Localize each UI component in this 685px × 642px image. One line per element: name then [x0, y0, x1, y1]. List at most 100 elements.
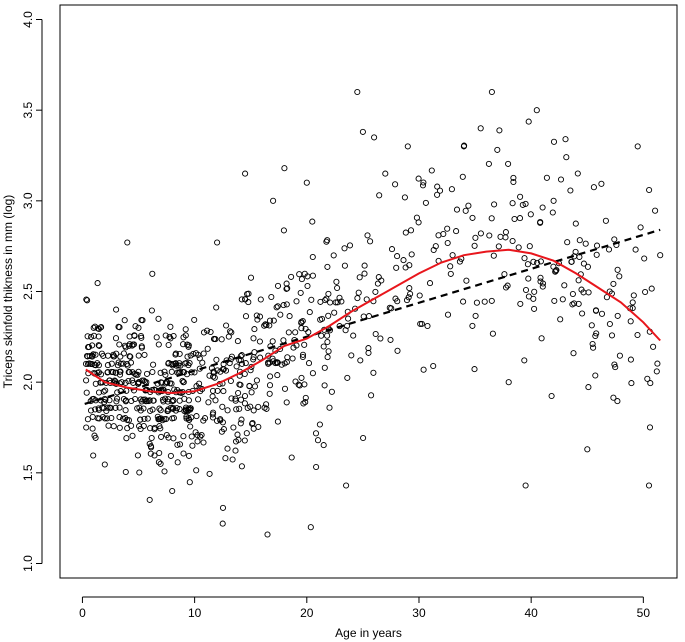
data-point — [355, 289, 362, 296]
data-point — [268, 293, 275, 301]
data-point — [372, 288, 379, 295]
data-point — [300, 400, 307, 407]
data-point — [539, 283, 546, 290]
x-tick-label: 10 — [188, 606, 202, 620]
data-point — [180, 379, 187, 386]
data-point — [90, 452, 97, 459]
data-point — [283, 359, 290, 366]
data-point — [124, 239, 131, 246]
y-axis-title: Triceps skinfold thikness in mm (log) — [1, 195, 15, 389]
data-point — [217, 368, 224, 375]
data-point — [247, 403, 254, 410]
data-point — [192, 429, 199, 436]
data-point — [424, 322, 431, 330]
data-point — [324, 263, 331, 270]
x-tick-label: 50 — [637, 606, 651, 620]
data-point — [569, 290, 576, 298]
data-point — [502, 234, 509, 241]
data-point — [372, 330, 379, 338]
data-point — [269, 355, 276, 362]
data-point — [162, 332, 169, 339]
data-point — [361, 270, 368, 277]
data-point — [141, 351, 148, 358]
data-point — [92, 406, 99, 413]
data-point — [317, 298, 324, 305]
data-point — [250, 356, 257, 363]
data-point — [324, 332, 331, 339]
data-point — [157, 407, 164, 414]
data-point — [434, 183, 441, 190]
data-point — [150, 397, 157, 404]
data-point — [521, 255, 528, 262]
x-tick-label: 40 — [524, 606, 538, 620]
data-point — [469, 214, 476, 221]
data-point — [537, 274, 544, 281]
fit-lines-layer — [84, 228, 661, 405]
data-point — [213, 356, 220, 363]
data-point — [289, 355, 296, 362]
data-point — [378, 277, 385, 284]
data-point — [325, 348, 332, 355]
data-point — [83, 296, 90, 303]
data-point — [185, 342, 192, 349]
data-point — [394, 253, 401, 260]
data-point — [305, 360, 313, 367]
data-point — [415, 175, 422, 182]
smooth-fit-curve — [85, 248, 661, 395]
data-point — [89, 425, 96, 432]
data-point — [198, 431, 205, 439]
data-point — [191, 316, 198, 323]
data-point — [274, 359, 281, 367]
data-point — [101, 399, 108, 406]
data-point — [256, 313, 264, 320]
data-point — [320, 343, 327, 350]
data-point — [112, 404, 119, 411]
data-point — [147, 425, 154, 432]
data-point — [496, 127, 503, 134]
data-point — [251, 383, 259, 390]
data-point — [341, 245, 348, 252]
data-point — [593, 251, 600, 258]
data-point — [376, 192, 383, 199]
data-point — [406, 285, 413, 292]
data-point — [341, 262, 348, 269]
data-point — [447, 263, 454, 270]
data-point — [167, 323, 174, 330]
data-point — [477, 125, 484, 132]
data-point — [88, 333, 95, 340]
data-point — [89, 342, 96, 349]
data-point — [157, 369, 164, 376]
data-point — [135, 380, 142, 387]
data-point — [257, 296, 264, 303]
data-point — [308, 296, 315, 303]
data-point — [137, 332, 145, 340]
data-point — [344, 322, 351, 329]
data-point — [241, 400, 248, 407]
data-point — [235, 389, 242, 397]
data-point — [332, 299, 339, 306]
data-point — [304, 282, 311, 290]
data-point — [281, 385, 289, 392]
data-point — [616, 273, 623, 280]
data-point — [602, 217, 609, 224]
data-point — [444, 225, 451, 232]
data-point — [579, 310, 586, 317]
data-point — [110, 423, 117, 430]
data-point — [568, 258, 575, 265]
data-point — [264, 531, 271, 538]
data-point — [652, 207, 659, 214]
data-point — [525, 118, 532, 125]
data-point — [237, 396, 245, 403]
data-point — [634, 143, 641, 150]
data-point — [232, 438, 240, 445]
data-point — [251, 349, 258, 356]
data-point — [257, 354, 264, 361]
data-point — [611, 361, 618, 368]
data-point — [242, 313, 250, 320]
data-point — [150, 361, 157, 368]
data-point — [590, 184, 597, 191]
data-point — [137, 416, 144, 423]
data-point — [497, 233, 504, 240]
data-point — [531, 305, 538, 312]
data-point — [227, 356, 235, 363]
